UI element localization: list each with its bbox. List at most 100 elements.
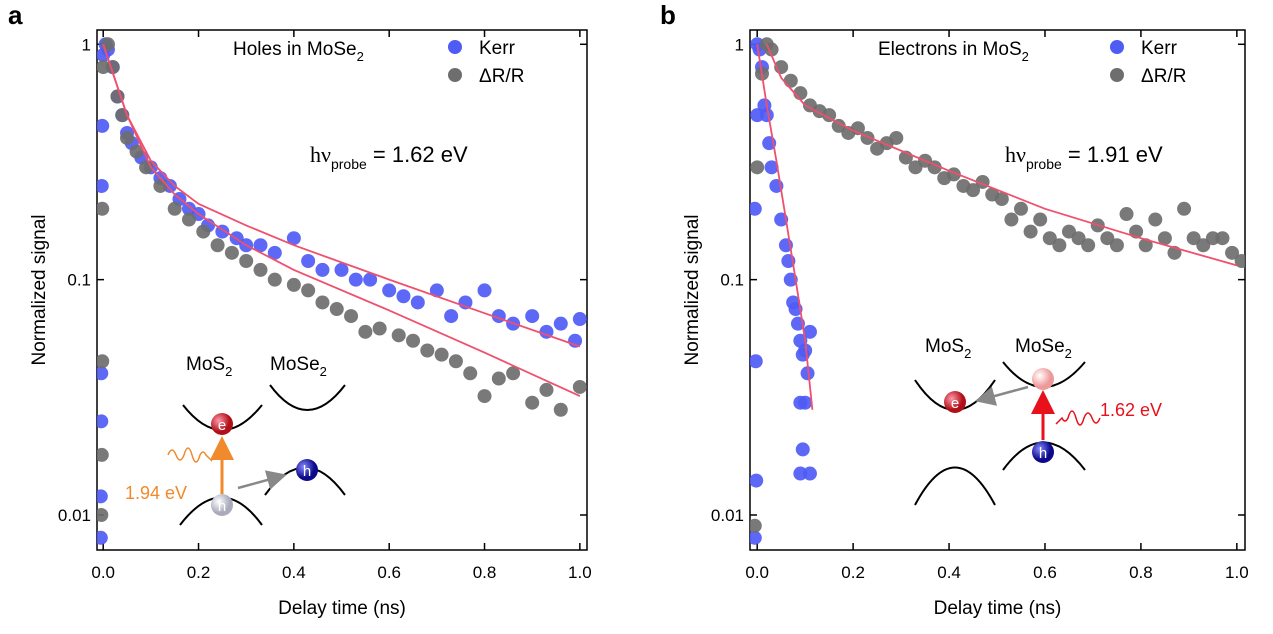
point xyxy=(831,118,846,133)
point xyxy=(802,466,817,481)
subscript: 2 xyxy=(225,364,232,379)
point xyxy=(129,144,144,159)
hole xyxy=(1032,441,1054,463)
material: MoSe xyxy=(1015,336,1065,357)
legend-marker xyxy=(448,68,462,82)
point xyxy=(406,333,421,348)
photon-energy: 1.62 eV xyxy=(1100,400,1162,420)
point xyxy=(334,262,349,277)
x-tick-label: 0.8 xyxy=(1129,563,1153,582)
chart-title: Electrons in MoS2 xyxy=(878,39,1029,64)
point xyxy=(448,354,463,369)
x-tick-label: 0.8 xyxy=(473,563,497,582)
carrier-label: h xyxy=(1039,445,1047,462)
point xyxy=(97,201,110,216)
point xyxy=(477,283,492,298)
point xyxy=(1234,254,1245,269)
point xyxy=(120,130,135,145)
material: MoS xyxy=(186,354,225,375)
y-tick-label: 0.1 xyxy=(67,271,91,290)
panel-label: a xyxy=(8,0,23,30)
point xyxy=(420,343,435,358)
point xyxy=(822,108,837,123)
point xyxy=(97,354,110,369)
panel-label: b xyxy=(660,0,676,30)
probe-sub: probe xyxy=(331,156,367,172)
carrier-label: e xyxy=(951,395,959,412)
point xyxy=(798,343,813,358)
points xyxy=(97,37,587,545)
legend-marker xyxy=(448,40,462,54)
point xyxy=(348,272,363,287)
point xyxy=(344,309,359,324)
point xyxy=(153,178,168,193)
point xyxy=(553,316,568,331)
material-label: MoSe2 xyxy=(270,354,327,379)
point xyxy=(491,371,506,386)
photon-wave xyxy=(167,447,213,463)
point xyxy=(382,283,397,298)
point xyxy=(994,192,1009,207)
point xyxy=(434,347,449,362)
y-axis-label: Normalized signal xyxy=(29,214,50,365)
carrier-label: e xyxy=(218,417,226,434)
probe-annotation: hνprobe = 1.62 eV xyxy=(310,142,468,172)
point xyxy=(444,309,459,324)
point xyxy=(286,231,301,246)
point xyxy=(1225,245,1240,260)
point xyxy=(795,442,810,457)
point xyxy=(463,366,478,381)
point xyxy=(97,530,108,545)
electron xyxy=(944,391,966,413)
point xyxy=(100,37,115,52)
material-label: MoS2 xyxy=(186,354,232,379)
point xyxy=(1119,207,1134,222)
subscript: 2 xyxy=(1065,346,1072,361)
fit-line xyxy=(102,44,581,397)
point xyxy=(1148,212,1163,227)
point xyxy=(224,245,239,260)
point xyxy=(97,118,110,133)
point xyxy=(358,324,373,339)
photon-energy: 1.94 eV xyxy=(125,483,187,503)
y-tick-label: 0.01 xyxy=(711,506,744,525)
point xyxy=(759,108,774,123)
legend-label: ΔR/R xyxy=(1141,66,1186,87)
point xyxy=(315,295,330,310)
x-tick-label: 0.0 xyxy=(745,563,769,582)
subscript: 2 xyxy=(320,364,327,379)
legend-label: Kerr xyxy=(1141,38,1178,59)
point xyxy=(750,530,762,545)
point xyxy=(239,254,254,269)
probe-sub: probe xyxy=(1026,156,1062,172)
point xyxy=(783,73,798,88)
point xyxy=(802,324,817,339)
point xyxy=(525,309,540,324)
chart-title: Holes in MoSe2 xyxy=(233,39,364,64)
point xyxy=(267,245,282,260)
point xyxy=(1215,231,1230,246)
points xyxy=(750,37,1245,545)
point xyxy=(477,389,492,404)
x-tick-label: 0.2 xyxy=(841,563,865,582)
photon-wave xyxy=(1055,410,1101,426)
point xyxy=(97,489,108,504)
point xyxy=(1138,238,1153,253)
x-tick-label: 0.2 xyxy=(187,563,211,582)
probe-annotation: hνprobe = 1.91 eV xyxy=(1005,142,1163,172)
material: MoS xyxy=(925,336,964,357)
point xyxy=(572,312,587,327)
point xyxy=(97,507,109,522)
point xyxy=(800,366,815,381)
y-tick-label: 1 xyxy=(735,35,744,54)
point xyxy=(1023,224,1038,239)
fit-line xyxy=(765,43,1238,267)
electron xyxy=(1032,368,1054,390)
point xyxy=(363,272,378,287)
point xyxy=(506,366,521,381)
point xyxy=(1177,201,1192,216)
point xyxy=(196,224,211,239)
point xyxy=(181,212,196,227)
